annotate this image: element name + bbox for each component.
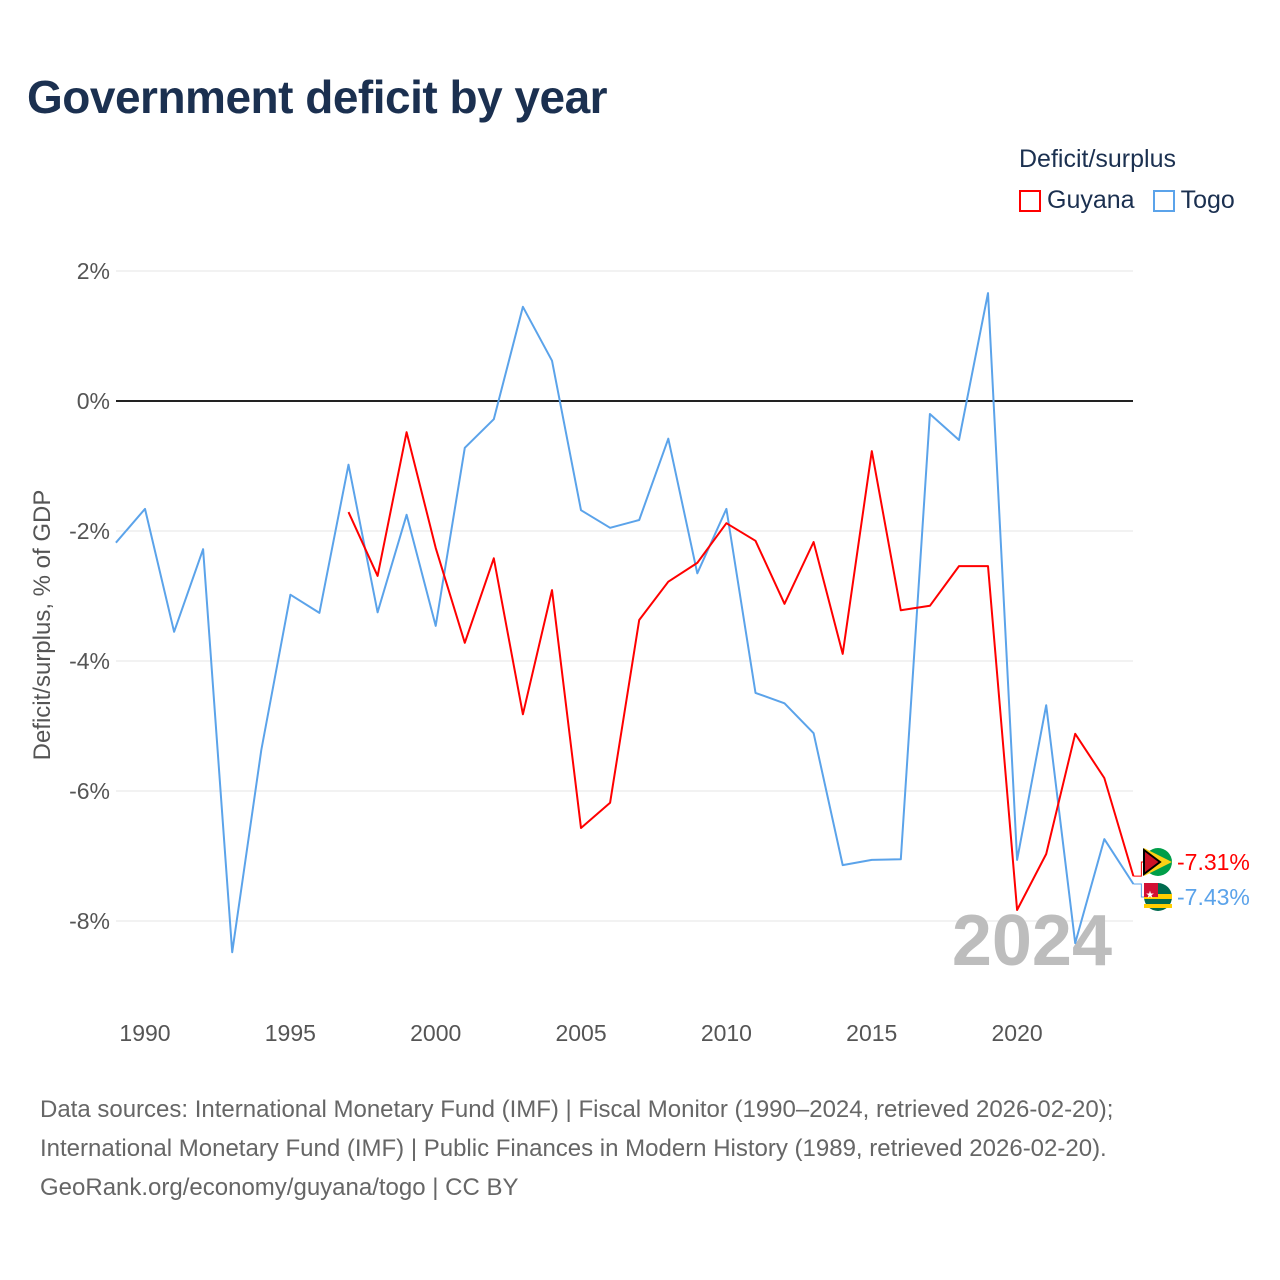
source-link[interactable]: GeoRank.org/economy/guyana/togo | CC BY [40,1174,519,1201]
x-tick-label: 2000 [410,1020,461,1046]
legend-swatch-togo [1152,189,1175,212]
y-tick-label: 2% [77,258,110,284]
source-line-2: International Monetary Fund (IMF) | Publ… [40,1135,1107,1162]
series-line-guyana [347,431,1135,911]
series-line-togo [115,292,1135,954]
end-connector [1133,883,1146,898]
legend-item-guyana[interactable]: Guyana [1019,186,1135,215]
legend-title: Deficit/surplus [1019,145,1176,173]
footer: Data sources: International Monetary Fun… [40,1090,1113,1207]
y-tick-label: -8% [69,908,110,934]
x-tick-label: 1990 [119,1020,170,1046]
x-tick-label: 1995 [265,1020,316,1046]
legend: Guyana Togo [1019,186,1235,215]
svg-text:★: ★ [1146,890,1155,901]
x-tick-label: 2010 [701,1020,752,1046]
x-tick-label: 2005 [555,1020,606,1046]
legend-swatch-guyana [1019,189,1041,212]
y-tick-label: -2% [69,518,110,544]
flag-icon-guyana [1143,848,1172,876]
legend-item-togo[interactable]: Togo [1152,186,1235,215]
legend-label-guyana: Guyana [1047,186,1135,214]
flag-icon-togo: ★ [1144,883,1172,911]
source-line-1: Data sources: International Monetary Fun… [40,1096,1114,1123]
legend-label-togo: Togo [1180,186,1235,214]
x-tick-label: 2015 [846,1020,897,1046]
y-tick-label: -4% [69,648,110,674]
y-axis-label: Deficit/surplus, % of GDP [29,490,56,761]
end-value-label-guyana: -7.31% [1177,849,1250,875]
y-tick-label: 0% [77,388,110,414]
chart-title: Government deficit by year [27,71,608,123]
x-tick-label: 2020 [992,1020,1043,1046]
year-annotation: 2024 [952,901,1112,981]
y-tick-label: -6% [69,778,110,804]
end-value-label-togo: -7.43% [1177,884,1250,910]
